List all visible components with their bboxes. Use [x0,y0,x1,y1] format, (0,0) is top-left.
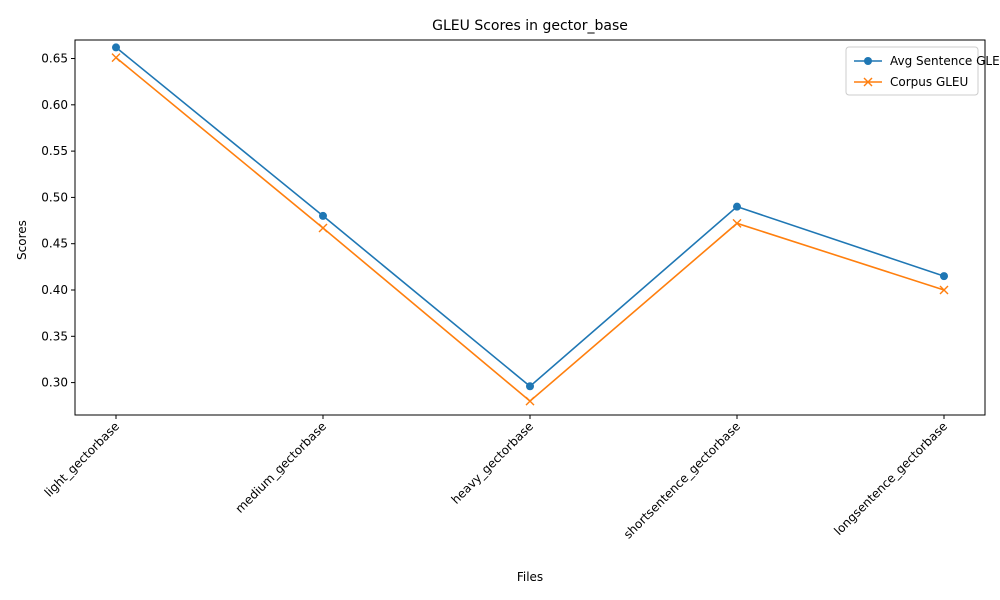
data-point [732,218,742,228]
legend: Avg Sentence GLEU Corpus GLEU [845,46,1000,96]
legend-marker [863,77,873,87]
y-tick-label: 0.65 [41,52,68,66]
data-point [939,285,949,295]
y-tick-label: 0.60 [41,98,68,112]
legend-marker [864,57,872,65]
legend-label: Avg Sentence GLEU [890,54,1000,68]
chart-title: GLEU Scores in gector_base [432,18,628,34]
data-point [318,223,328,233]
y-tick-label: 0.40 [41,283,68,297]
data-point [526,382,534,391]
legend-label: Corpus GLEU [890,75,968,89]
data-point [940,272,948,281]
data-point [111,53,121,63]
y-tick-label: 0.45 [41,237,68,251]
data-point [525,396,535,406]
x-axis-label: Files [517,570,543,584]
y-tick-label: 0.55 [41,144,68,158]
y-axis-label: Scores [15,220,29,260]
data-point [319,211,327,220]
legend-box [845,46,979,96]
y-tick-label: 0.35 [41,329,68,343]
data-point [112,43,120,52]
data-point [733,202,741,211]
y-tick-label: 0.50 [41,190,68,204]
y-tick-label: 0.30 [41,376,68,390]
